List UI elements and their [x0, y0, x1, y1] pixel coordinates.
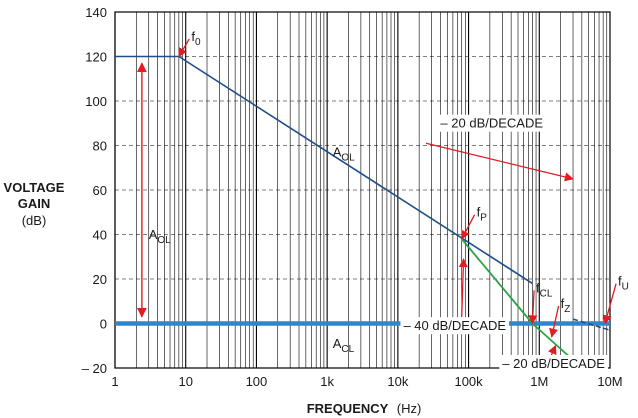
arrow-fCL: [528, 290, 538, 325]
label-bg-slope2: [400, 317, 510, 335]
series-line-aol-tail: [572, 318, 611, 331]
label-slope3: – 20 dB/DECADE: [502, 356, 605, 371]
x-tick-label: 1k: [320, 374, 334, 389]
x-tick-label: 10M: [597, 374, 622, 389]
arrow-fU: [602, 283, 617, 325]
y-tick-label: 0: [100, 317, 107, 332]
x-tick-label: 1M: [530, 374, 548, 389]
label-acl-label: ACL: [333, 336, 355, 355]
label-f0: f0: [191, 29, 201, 48]
x-tick-label: 10: [178, 374, 192, 389]
label-fZ: fZ: [561, 296, 571, 315]
label-fU: fU: [618, 274, 629, 293]
label-fCL: fCL: [536, 280, 553, 299]
x-tick-label: 100k: [454, 374, 483, 389]
x-axis-title-unit: (Hz): [397, 401, 422, 416]
arrow-slope2: [458, 258, 468, 317]
y-axis-title-line2: GAIN: [18, 196, 51, 211]
x-axis-title-text: FREQUENCY: [307, 401, 389, 416]
arrow-fP: [461, 214, 476, 240]
label-bg-slope3: [499, 355, 608, 372]
label-aol-dim_label: AOL: [149, 227, 171, 246]
y-tick-label: 140: [85, 5, 107, 20]
y-tick-label: – 20: [82, 361, 107, 376]
y-tick-label: 20: [93, 272, 107, 287]
annotations-group: AOL AOL ACL f0 fP fCL fZ fU – 20 dB/DECADE – 40 d…: [136, 29, 629, 372]
arrow-slope1: [425, 142, 574, 182]
tick-labels: 1 10 100 1k 10k 100k 1M 10M – 20 0 20 40 60 80 100 120 1…: [82, 5, 623, 389]
arrow-fZ: [549, 305, 560, 338]
y-tick-label: 100: [85, 94, 107, 109]
x-axis-title: FREQUENCY (Hz): [307, 400, 422, 417]
y-tick-label: 80: [93, 139, 107, 154]
label-fP: fP: [477, 205, 488, 224]
grid: [114, 11, 611, 369]
label-slope1: – 20 dB/DECADE: [440, 116, 543, 131]
x-tick-label: 10k: [387, 374, 408, 389]
label-slope2: – 40 dB/DECADE: [403, 318, 506, 333]
arrow-f0: [178, 38, 190, 58]
x-tick-label: 100: [246, 374, 268, 389]
label-bg-slope1: [437, 114, 547, 132]
x-tick-label: 1: [111, 374, 118, 389]
y-tick-label: 40: [93, 228, 107, 243]
y-axis-unit: (dB): [22, 213, 47, 228]
y-tick-label: 120: [85, 50, 107, 65]
label-aol-label: AOL: [333, 145, 355, 164]
y-axis-title-line1: VOLTAGE: [4, 180, 65, 195]
y-tick-label: 60: [93, 183, 107, 198]
